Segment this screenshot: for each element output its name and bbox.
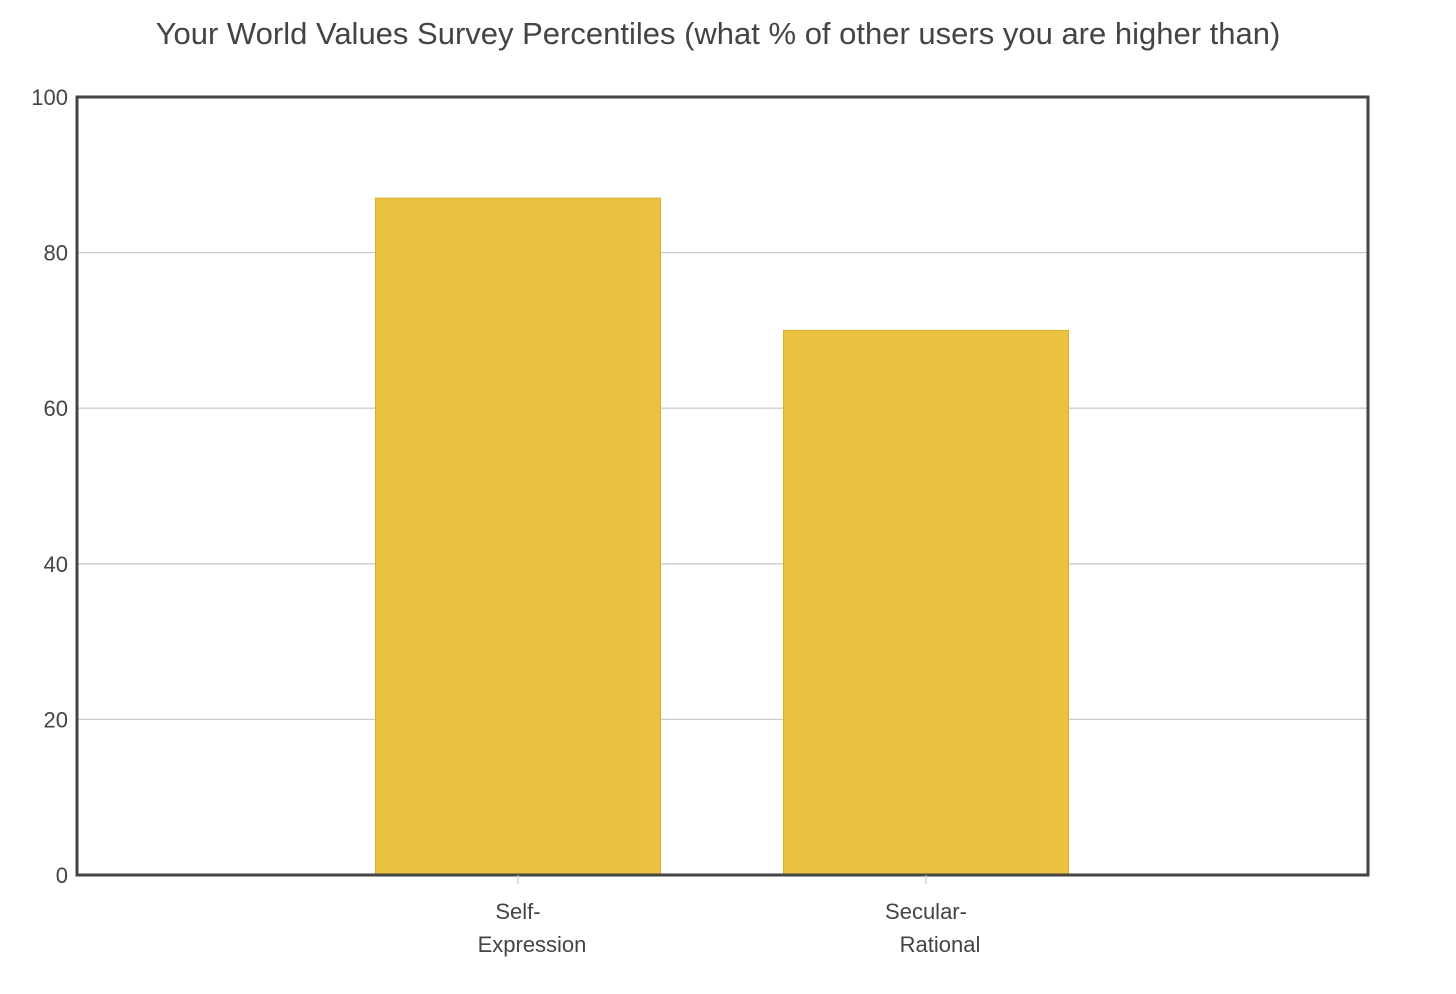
y-tick-label: 40 [44,552,68,577]
bar [783,329,1069,876]
y-tick-label: 0 [56,863,68,888]
x-tick-label: Rational [900,932,981,957]
y-axis-ticks: 0 20 40 60 80 100 [31,85,68,888]
x-axis-ticks: Self- Expression Secular- Rational [478,875,981,957]
x-tick-label: Self- [495,899,540,924]
y-tick-label: 60 [44,396,68,421]
x-tick-label: Secular- [885,899,967,924]
y-tick-label: 80 [44,241,68,266]
y-tick-label: 100 [31,85,68,110]
plot-frame [75,95,1370,877]
bar [375,197,661,876]
chart-title: Your World Values Survey Percentiles (wh… [156,16,1281,51]
gridlines [77,251,1368,721]
bars [375,197,1069,876]
x-tick-label: Expression [478,932,587,957]
y-tick-label: 20 [44,707,68,732]
